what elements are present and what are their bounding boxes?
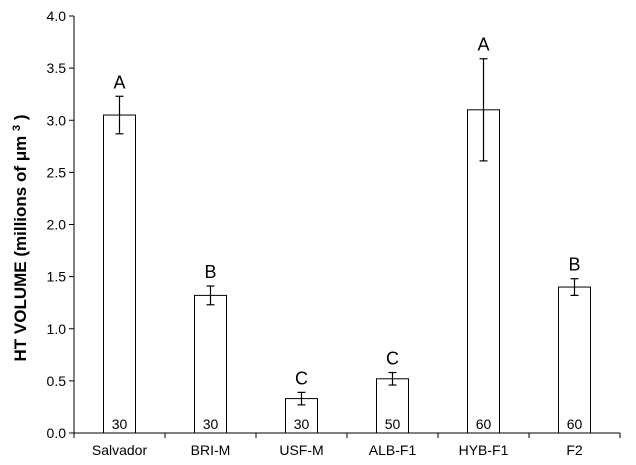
y-tick-label: 4.0 xyxy=(47,8,67,24)
sample-size-label: 30 xyxy=(294,416,310,432)
y-axis-title-sup: 3 xyxy=(11,125,23,131)
axes: 0.0 0.5 1.0 1.5 2.0 2.5 3.0 3.5 4.0 xyxy=(47,8,621,441)
y-axis-title-close: ) xyxy=(11,114,30,120)
y-tick-label: 2.5 xyxy=(47,164,67,180)
bar xyxy=(376,378,409,434)
bars xyxy=(103,58,591,434)
sample-size-label: 60 xyxy=(476,416,492,432)
sample-size-label: 60 xyxy=(567,416,583,432)
x-tick-label: HYB-F1 xyxy=(459,442,509,458)
y-tick-label: 2.0 xyxy=(47,217,67,233)
significance-letter: A xyxy=(477,35,489,55)
y-axis-title-paren: (millions of μm xyxy=(11,136,30,257)
y-tick-label: 0.5 xyxy=(47,373,67,389)
significance-letter: B xyxy=(568,255,580,275)
x-tick-label: F2 xyxy=(566,442,583,458)
bar xyxy=(558,286,591,434)
x-tick-label: BRI-M xyxy=(191,442,231,458)
labels: A 30 Salvador B 30 BRI-M C 30 USF-M C 50 ALB-F1 A 60 H… xyxy=(92,35,583,458)
bar xyxy=(103,114,136,434)
x-tick-label: Salvador xyxy=(92,442,148,458)
significance-letter: C xyxy=(386,349,399,369)
bar xyxy=(194,294,227,434)
x-tick-label: ALB-F1 xyxy=(369,442,417,458)
y-tick-label: 3.0 xyxy=(47,112,67,128)
significance-letter: C xyxy=(295,368,308,388)
sample-size-label: 50 xyxy=(385,416,401,432)
y-tick-label: 1.5 xyxy=(47,269,67,285)
svg-text:HT VOLUME (millions of μ: HT VOLUME (millions of μm 3 ) xyxy=(11,114,30,361)
x-tick-label: USF-M xyxy=(279,442,323,458)
y-tick-label: 1.0 xyxy=(47,321,67,337)
sample-size-label: 30 xyxy=(203,416,219,432)
y-tick-label: 0.0 xyxy=(47,425,67,441)
y-axis-title: HT VOLUME (millions of μm 3 ) xyxy=(11,114,30,361)
y-axis-title-main: HT VOLUME xyxy=(11,261,30,361)
sample-size-label: 30 xyxy=(112,416,128,432)
significance-letter: A xyxy=(113,72,125,92)
bar xyxy=(467,109,500,434)
significance-letter: B xyxy=(204,262,216,282)
y-tick-label: 3.5 xyxy=(47,60,67,76)
